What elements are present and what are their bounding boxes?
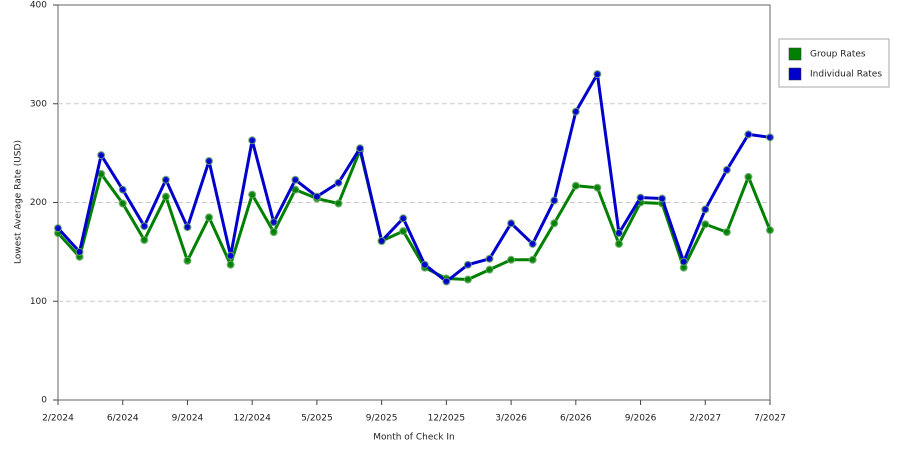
x-tick-label: 12/2025 xyxy=(428,414,465,424)
legend-swatch xyxy=(788,47,802,61)
data-point xyxy=(636,193,645,202)
data-point xyxy=(118,185,127,194)
data-point xyxy=(701,220,710,229)
data-point xyxy=(248,190,257,199)
data-point xyxy=(485,265,494,274)
y-tick-label: 400 xyxy=(30,1,47,11)
data-point xyxy=(744,130,753,139)
y-axis-label: Lowest Average Rate (USD) xyxy=(14,140,24,264)
data-point xyxy=(140,222,149,231)
y-tick-label: 100 xyxy=(30,297,47,307)
data-point xyxy=(161,192,170,201)
data-point xyxy=(722,228,731,237)
data-point xyxy=(334,178,343,187)
x-tick-label: 9/2026 xyxy=(625,414,657,424)
data-point xyxy=(377,237,386,246)
data-point xyxy=(356,144,365,153)
series-line xyxy=(56,72,771,283)
x-tick-label: 3/2026 xyxy=(495,414,527,424)
x-tick-label: 2/2024 xyxy=(42,414,74,424)
data-point xyxy=(248,136,257,145)
data-point xyxy=(291,175,300,184)
data-point xyxy=(399,214,408,223)
legend-label: Individual Rates xyxy=(810,70,882,80)
data-point xyxy=(528,255,537,264)
data-point xyxy=(550,219,559,228)
data-point xyxy=(75,247,84,256)
data-point xyxy=(420,260,429,269)
data-point xyxy=(571,107,580,116)
data-point xyxy=(97,151,106,160)
data-point xyxy=(701,205,710,214)
data-point xyxy=(399,227,408,236)
y-tick-label: 200 xyxy=(30,198,47,208)
y-tick-label: 300 xyxy=(30,99,47,109)
x-tick-label: 12/2024 xyxy=(233,414,271,424)
data-point xyxy=(463,275,472,284)
x-tick-label: 2/2027 xyxy=(689,414,721,424)
data-point xyxy=(722,165,731,174)
legend-label: Group Rates xyxy=(810,50,866,60)
data-point xyxy=(118,199,127,208)
series-line xyxy=(56,148,772,282)
data-point xyxy=(593,183,602,192)
data-point xyxy=(140,236,149,245)
x-tick-label: 6/2026 xyxy=(560,414,592,424)
data-point xyxy=(161,175,170,184)
data-point xyxy=(463,260,472,269)
data-point xyxy=(269,218,278,227)
data-point xyxy=(614,229,623,238)
data-point xyxy=(679,257,688,266)
data-point xyxy=(183,256,192,265)
y-tick-label: 0 xyxy=(41,396,47,406)
data-point xyxy=(226,260,235,269)
x-axis-label: Month of Check In xyxy=(373,433,455,443)
data-point xyxy=(183,223,192,232)
data-point xyxy=(312,192,321,201)
data-point xyxy=(334,199,343,208)
data-point xyxy=(766,226,774,235)
data-point xyxy=(550,196,559,205)
x-tick-label: 6/2024 xyxy=(107,414,139,424)
data-point xyxy=(593,70,602,79)
data-point xyxy=(269,228,278,237)
data-point xyxy=(226,251,235,260)
data-point xyxy=(205,213,214,222)
x-tick-label: 9/2025 xyxy=(366,414,398,424)
legend-swatch xyxy=(788,67,802,81)
data-point xyxy=(571,181,580,190)
data-point xyxy=(614,239,623,248)
data-point xyxy=(528,239,537,248)
data-point xyxy=(485,254,494,263)
data-point xyxy=(658,194,667,203)
data-point xyxy=(442,277,451,286)
data-point xyxy=(205,157,214,166)
data-point xyxy=(766,133,774,142)
x-tick-label: 7/2027 xyxy=(754,414,786,424)
data-point xyxy=(54,224,62,233)
data-point xyxy=(507,219,516,228)
data-point xyxy=(744,172,753,181)
x-tick-label: 5/2025 xyxy=(301,414,333,424)
data-point xyxy=(507,255,516,264)
x-tick-label: 9/2024 xyxy=(172,414,204,424)
